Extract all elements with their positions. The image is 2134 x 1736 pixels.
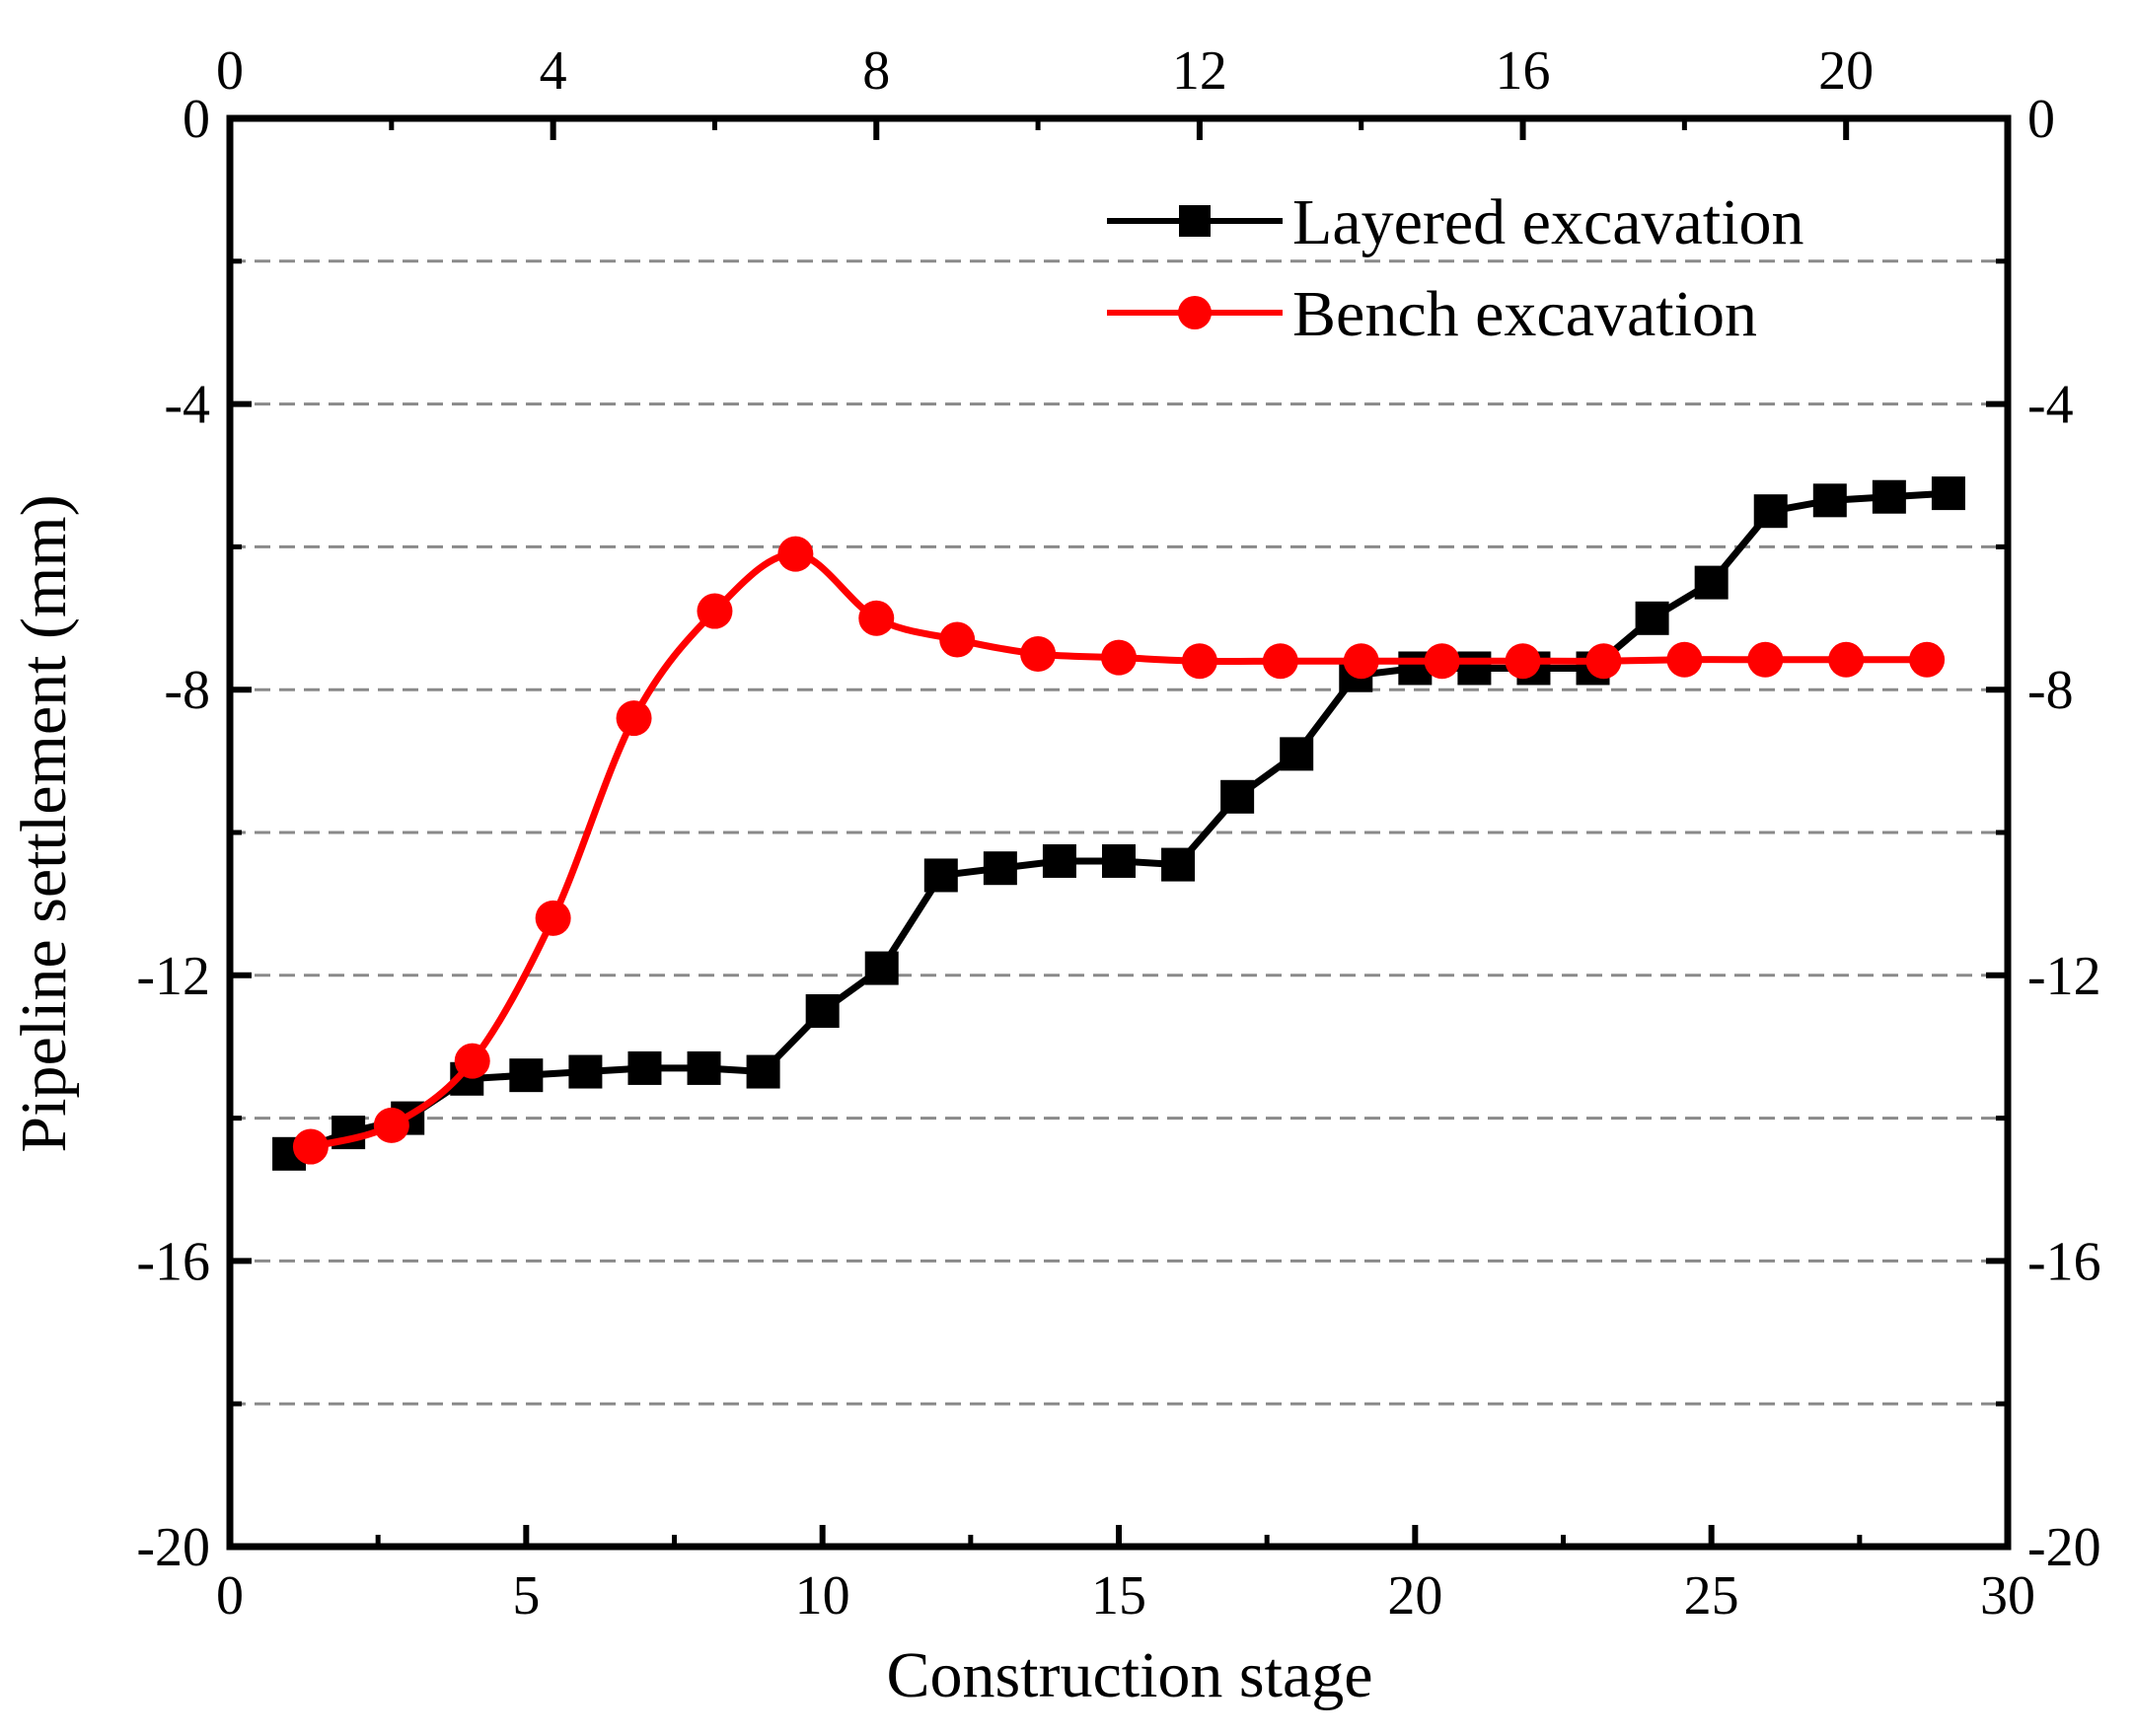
legend-marker-bench bbox=[1178, 296, 1212, 329]
x-tick-label-top: 4 bbox=[540, 40, 567, 102]
x-axis-title: Construction stage bbox=[886, 1639, 1372, 1711]
data-point-bench bbox=[292, 1128, 329, 1165]
y-tick-label-right: 0 bbox=[2027, 89, 2055, 150]
data-point-bench bbox=[1343, 643, 1379, 680]
y-tick-label-right: -12 bbox=[2027, 946, 2101, 1007]
y-tick-label-right: -20 bbox=[2027, 1517, 2101, 1578]
y-tick-label-left: -4 bbox=[164, 375, 210, 436]
y-tick-label-left: -12 bbox=[136, 946, 210, 1007]
data-point-bench bbox=[1020, 636, 1057, 672]
data-point-bench bbox=[454, 1043, 490, 1079]
data-point-layered bbox=[923, 858, 958, 893]
data-point-layered bbox=[983, 851, 1017, 886]
x-tick-label-bottom: 10 bbox=[795, 1565, 850, 1627]
data-point-bench bbox=[1585, 643, 1622, 680]
data-point-layered bbox=[687, 1050, 721, 1085]
x-tick-label-bottom: 20 bbox=[1387, 1565, 1442, 1627]
data-point-layered bbox=[509, 1058, 544, 1093]
data-point-bench bbox=[1666, 641, 1703, 678]
x-tick-label-top: 12 bbox=[1172, 40, 1227, 102]
data-point-bench bbox=[939, 621, 976, 658]
data-point-layered bbox=[805, 994, 840, 1028]
y-tick-label-right: -4 bbox=[2027, 375, 2074, 436]
data-point-layered bbox=[1161, 847, 1196, 882]
data-point-bench bbox=[1262, 643, 1298, 680]
legend-label-layered: Layered excavation bbox=[1292, 186, 1804, 258]
x-tick-label-top: 20 bbox=[1818, 40, 1874, 102]
data-point-layered bbox=[1042, 843, 1076, 878]
data-point-bench bbox=[858, 600, 895, 636]
data-point-bench bbox=[1909, 641, 1946, 678]
data-point-bench bbox=[1828, 641, 1865, 678]
axis-ticks bbox=[227, 115, 2011, 1550]
data-point-bench bbox=[616, 700, 652, 737]
data-point-layered bbox=[627, 1050, 662, 1085]
data-point-layered bbox=[864, 951, 899, 985]
x-tick-label-bottom: 5 bbox=[512, 1565, 540, 1627]
data-point-bench bbox=[1505, 643, 1541, 680]
x-tick-label-bottom: 0 bbox=[216, 1565, 244, 1627]
x-tick-label-top: 0 bbox=[216, 40, 244, 102]
gridlines bbox=[230, 259, 2008, 1406]
series-layer bbox=[272, 476, 1965, 1171]
x-tick-label-top: 8 bbox=[862, 40, 890, 102]
data-point-bench bbox=[1424, 643, 1460, 680]
y-axis-title: Pipeline settlement (mm) bbox=[8, 494, 80, 1152]
x-tick-label-bottom: 15 bbox=[1091, 1565, 1146, 1627]
legend-marker-layered bbox=[1179, 205, 1211, 237]
y-tick-label-left: 0 bbox=[183, 89, 210, 150]
data-point-bench bbox=[697, 593, 733, 629]
y-tick-label-left: -16 bbox=[136, 1231, 210, 1292]
data-point-bench bbox=[1101, 639, 1137, 676]
data-point-layered bbox=[568, 1054, 603, 1089]
data-point-bench bbox=[777, 536, 814, 572]
x-tick-label-bottom: 30 bbox=[1980, 1565, 2035, 1627]
tick-labels: 0 0-4 -4-8 -8-12 -12-16 -16-20 -200 5 10 15 20 25 30… bbox=[136, 40, 2100, 1627]
y-tick-label-right: -16 bbox=[2027, 1231, 2101, 1292]
x-tick-label-top: 16 bbox=[1496, 40, 1551, 102]
data-point-layered bbox=[1931, 476, 1965, 511]
data-point-layered bbox=[1753, 494, 1788, 529]
data-point-layered bbox=[1280, 737, 1314, 771]
y-tick-label-right: -8 bbox=[2027, 660, 2074, 721]
data-point-layered bbox=[1872, 479, 1906, 514]
data-point-layered bbox=[1635, 601, 1669, 635]
data-point-bench bbox=[535, 900, 571, 936]
data-point-layered bbox=[1220, 779, 1255, 814]
data-point-bench bbox=[1747, 641, 1784, 678]
y-tick-label-left: -8 bbox=[164, 660, 210, 721]
data-point-layered bbox=[1457, 651, 1492, 686]
data-point-layered bbox=[746, 1054, 780, 1089]
x-tick-label-bottom: 25 bbox=[1684, 1565, 1739, 1627]
data-point-layered bbox=[1102, 843, 1136, 878]
data-point-bench bbox=[373, 1107, 409, 1143]
data-point-layered bbox=[1694, 565, 1729, 600]
legend-label-bench: Bench excavation bbox=[1292, 278, 1757, 350]
legend: Layered excavation Bench excavation bbox=[1107, 186, 1804, 350]
y-tick-label-left: -20 bbox=[136, 1517, 210, 1578]
data-point-layered bbox=[1812, 483, 1847, 518]
data-point-bench bbox=[1181, 643, 1217, 680]
